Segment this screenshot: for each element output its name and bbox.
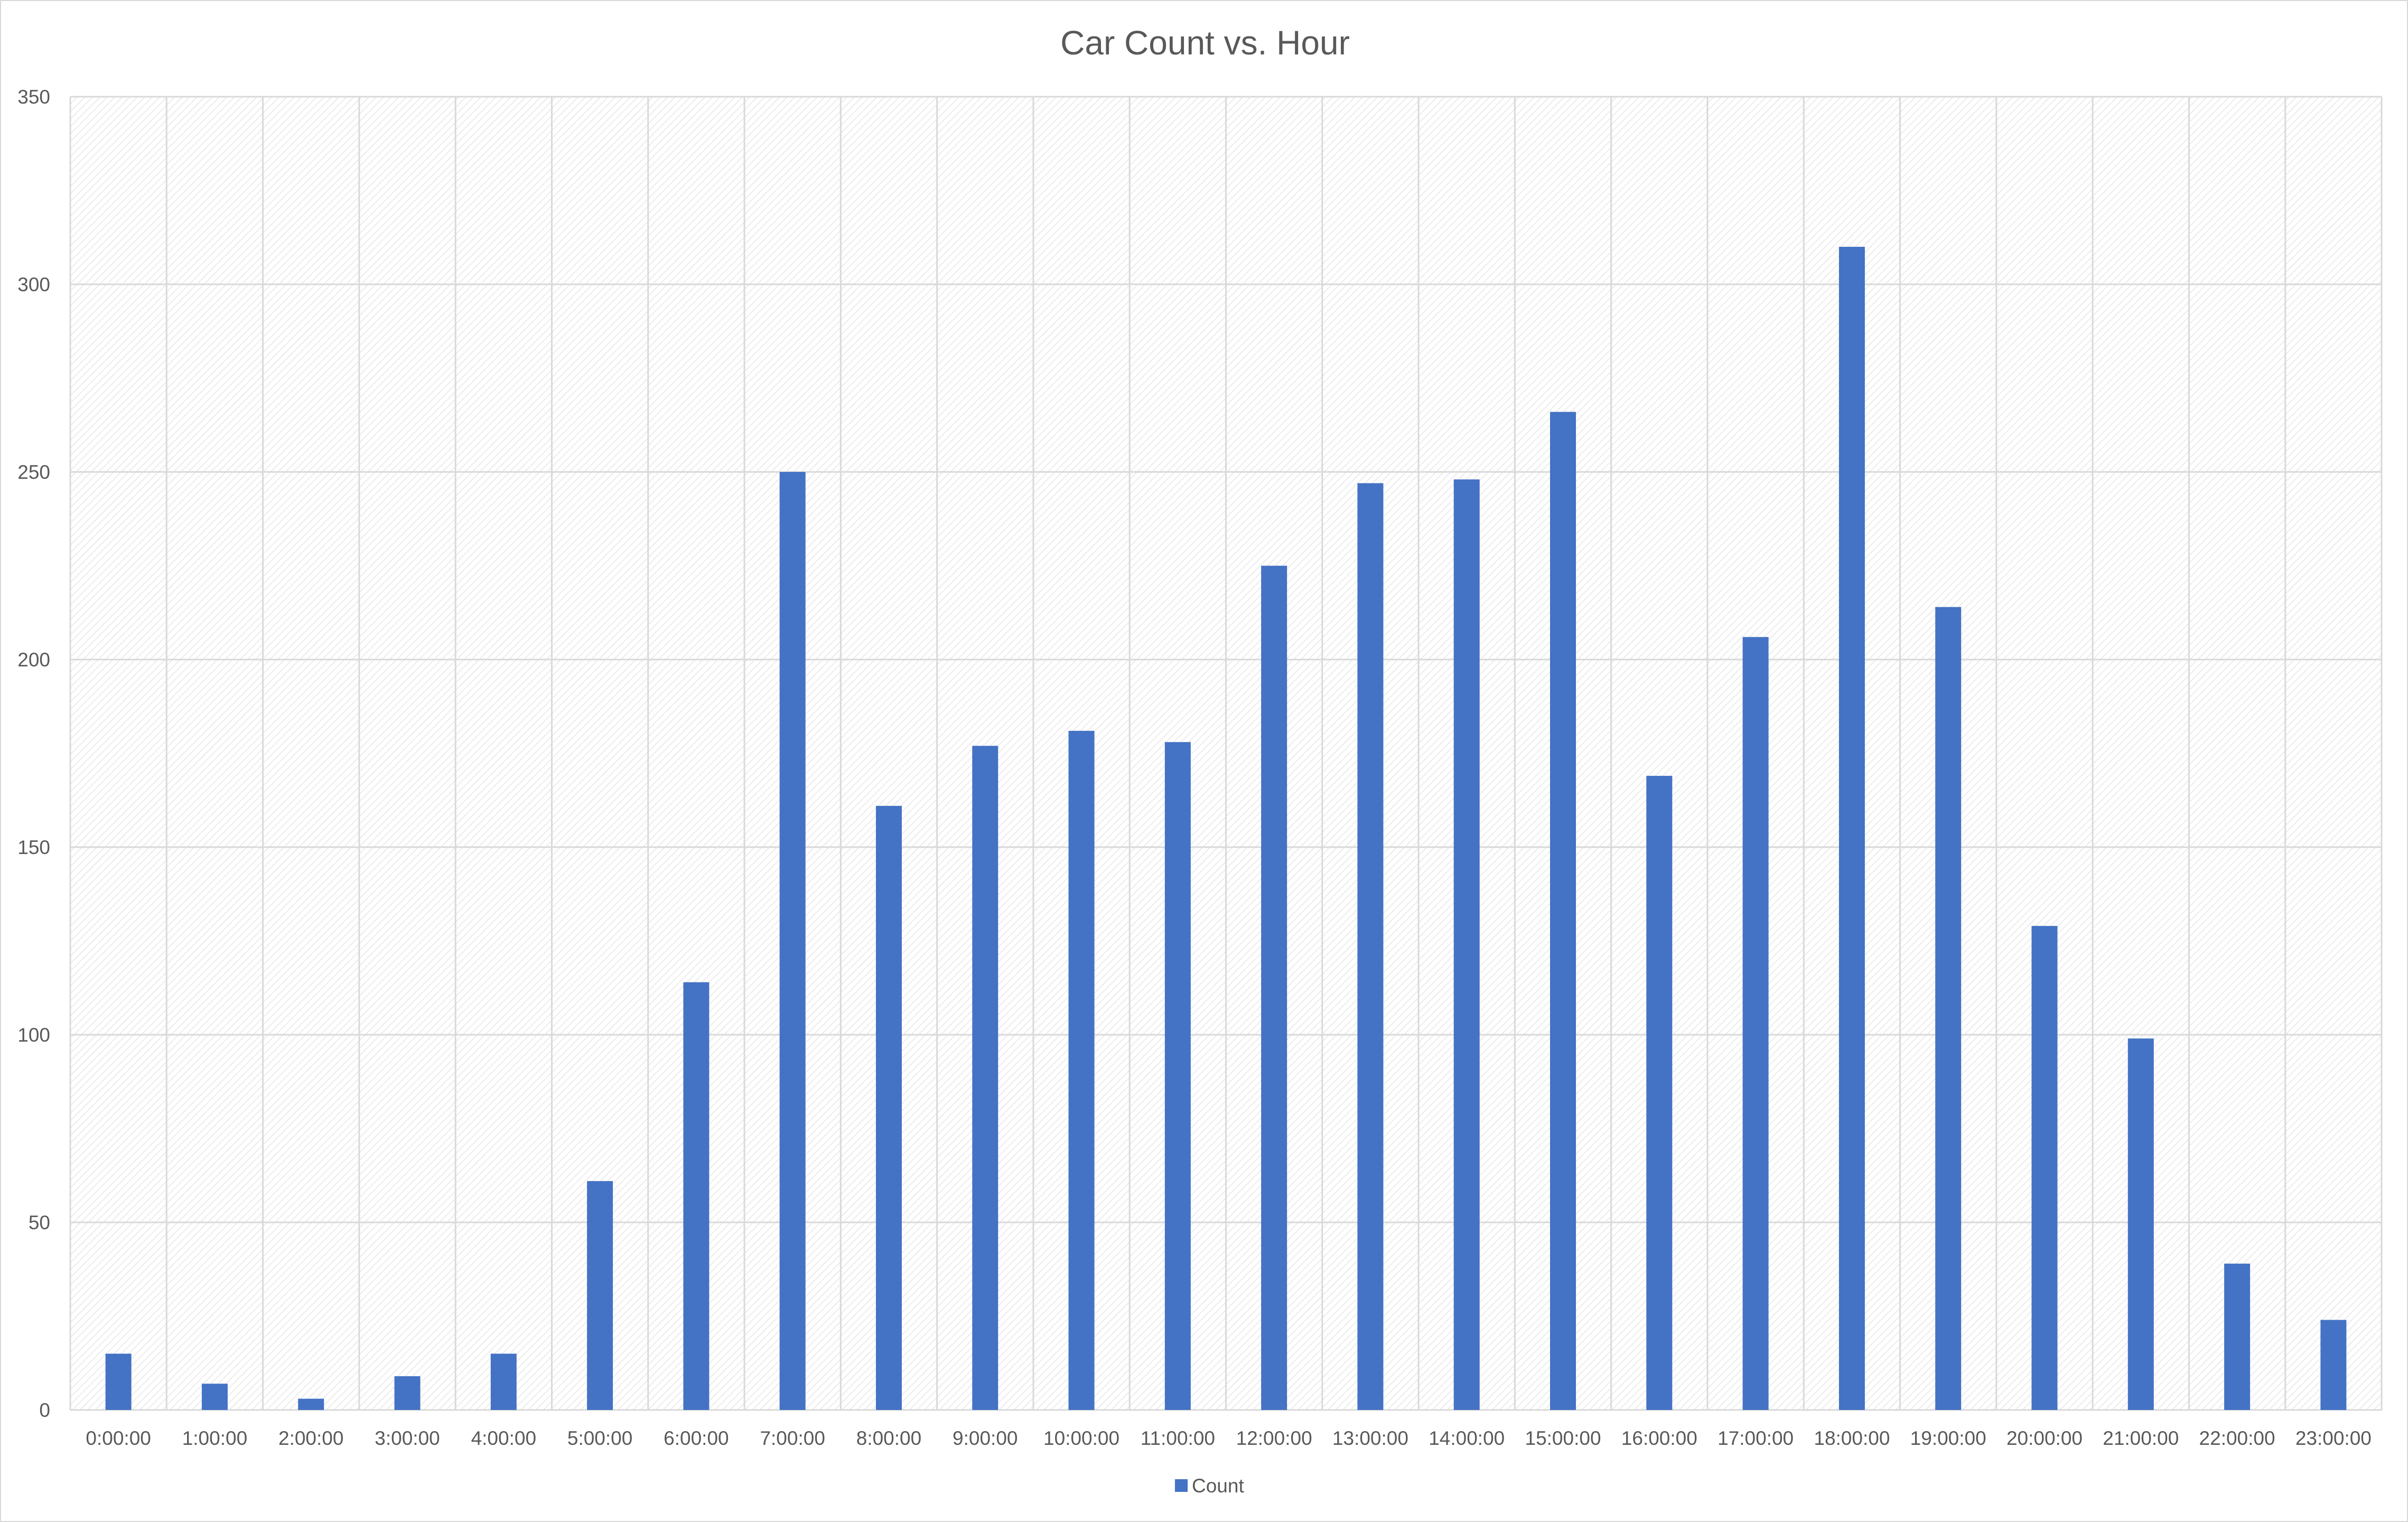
x-tick-label: 22:00:00 [2199,1427,2275,1449]
x-tick-label: 14:00:00 [1429,1427,1505,1449]
y-tick-label: 250 [17,461,50,483]
bar-19:00:00 [1935,607,1962,1410]
y-tick-label: 50 [29,1212,50,1233]
x-tick-label: 23:00:00 [2295,1427,2372,1449]
x-tick-label: 9:00:00 [953,1427,1018,1449]
bar-0:00:00 [105,1353,132,1410]
x-tick-label: 19:00:00 [1910,1427,1986,1449]
bar-17:00:00 [1742,637,1769,1410]
x-tick-label: 17:00:00 [1718,1427,1794,1449]
bar-18:00:00 [1838,247,1865,1410]
x-tick-label: 13:00:00 [1332,1427,1408,1449]
bar-3:00:00 [394,1376,421,1410]
x-tick-label: 20:00:00 [2006,1427,2083,1449]
y-tick-label: 100 [17,1024,50,1046]
y-tick-label: 200 [17,649,50,671]
y-axis-tick-labels: 0 50 100 150 200 250 300 350 [17,86,50,1421]
legend-swatch-count [1175,1479,1188,1492]
x-tick-label: 0:00:00 [86,1427,151,1449]
y-tick-label: 300 [17,274,50,295]
bar-22:00:00 [2224,1264,2251,1410]
chart-title: Car Count vs. Hour [1060,24,1350,62]
x-tick-label: 2:00:00 [278,1427,343,1449]
bar-16:00:00 [1646,776,1673,1410]
x-tick-label: 12:00:00 [1236,1427,1312,1449]
bar-9:00:00 [972,746,998,1410]
x-tick-label: 6:00:00 [664,1427,729,1449]
x-tick-label: 1:00:00 [182,1427,247,1449]
bar-11:00:00 [1164,742,1191,1410]
bar-5:00:00 [587,1181,613,1410]
y-tick-label: 0 [39,1399,50,1421]
x-tick-label: 16:00:00 [1621,1427,1697,1449]
legend: Count [1175,1475,1244,1497]
bar-20:00:00 [2031,926,2058,1410]
bar-8:00:00 [875,805,902,1410]
x-tick-label: 5:00:00 [567,1427,632,1449]
x-tick-label: 3:00:00 [375,1427,440,1449]
x-tick-label: 21:00:00 [2103,1427,2179,1449]
bar-7:00:00 [779,472,806,1410]
bar-21:00:00 [2127,1038,2154,1410]
y-tick-label: 350 [17,86,50,108]
bar-15:00:00 [1550,412,1576,1410]
x-tick-label: 4:00:00 [471,1427,536,1449]
bar-14:00:00 [1453,479,1480,1410]
gridlines [69,96,2383,1411]
bar-12:00:00 [1261,565,1287,1410]
x-tick-label: 10:00:00 [1043,1427,1119,1449]
y-tick-label: 150 [17,837,50,858]
x-tick-label: 7:00:00 [760,1427,825,1449]
x-tick-label: 18:00:00 [1814,1427,1890,1449]
bar-13:00:00 [1357,483,1384,1410]
legend-label-count: Count [1192,1475,1244,1497]
x-tick-label: 15:00:00 [1525,1427,1601,1449]
bar-4:00:00 [490,1353,517,1410]
bar-10:00:00 [1068,730,1095,1410]
bar-6:00:00 [683,982,710,1410]
bars [105,247,2347,1410]
bar-1:00:00 [201,1384,228,1410]
x-tick-label: 11:00:00 [1141,1427,1215,1449]
x-tick-label: 8:00:00 [856,1427,921,1449]
bar-2:00:00 [298,1398,324,1410]
bar-23:00:00 [2320,1320,2347,1410]
x-axis-tick-labels: 0:00:00 1:00:00 2:00:00 3:00:00 4:00:00 5:00:… [86,1427,2371,1449]
